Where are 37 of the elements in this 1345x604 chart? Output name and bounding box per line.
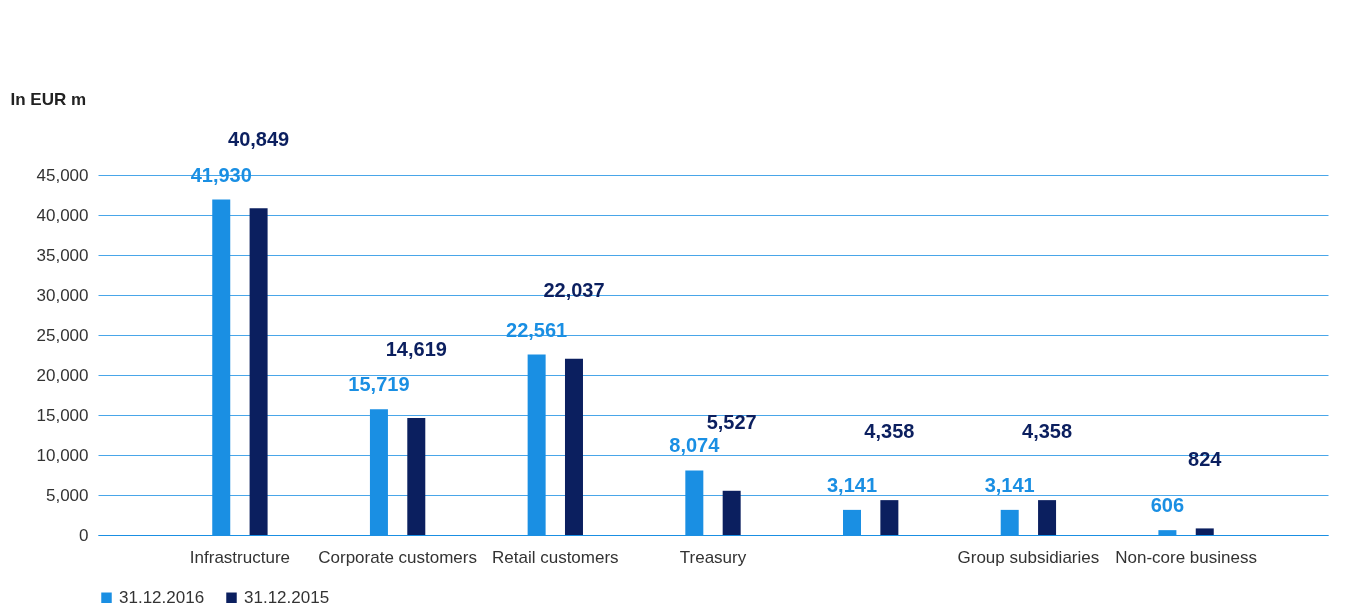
bar bbox=[564, 358, 583, 535]
bar bbox=[249, 208, 268, 535]
y-tick-label: 10,000 bbox=[36, 445, 89, 465]
bar bbox=[1038, 500, 1057, 535]
bar bbox=[880, 500, 899, 535]
y-tick-label: 40,000 bbox=[36, 205, 89, 225]
data-label: 14,619 bbox=[385, 338, 447, 361]
data-label: 606 bbox=[1150, 494, 1185, 517]
data-label: 8,074 bbox=[669, 434, 721, 457]
y-tick-label: 25,000 bbox=[36, 325, 89, 345]
data-label: 40,849 bbox=[228, 128, 290, 151]
y-tick-label: 0 bbox=[79, 525, 89, 545]
data-label: 3,141 bbox=[826, 473, 878, 496]
y-tick-label: 45,000 bbox=[36, 165, 89, 185]
bar bbox=[1195, 528, 1214, 535]
x-tick-label: Non-core business bbox=[1115, 547, 1257, 567]
y-tick-label: 15,000 bbox=[36, 405, 89, 425]
x-tick-label: Corporate customers bbox=[318, 547, 477, 567]
data-label: 3,141 bbox=[984, 473, 1035, 496]
data-label: 22,561 bbox=[506, 318, 568, 341]
legend-label: 31.12.2016 bbox=[119, 587, 205, 604]
x-tick-label: Infrastructure bbox=[189, 547, 290, 567]
legend-label: 31.12.2015 bbox=[244, 587, 330, 604]
y-tick-label: 5,000 bbox=[45, 485, 89, 505]
y-tick-label: 20,000 bbox=[36, 365, 89, 385]
bar bbox=[407, 418, 426, 535]
y-tick-label: 30,000 bbox=[36, 285, 89, 305]
x-tick-label: Treasury bbox=[679, 547, 747, 567]
data-label: 5,527 bbox=[706, 410, 757, 433]
bar bbox=[722, 490, 741, 535]
data-label: 4,358 bbox=[864, 420, 915, 443]
x-tick-label: Retail customers bbox=[492, 547, 619, 567]
x-tick-label: Group subsidiaries bbox=[957, 547, 1100, 567]
data-label: 4,358 bbox=[1022, 420, 1073, 443]
data-label: 15,719 bbox=[348, 373, 410, 396]
y-tick-label: 35,000 bbox=[36, 245, 89, 265]
y-axis-title: In EUR m bbox=[10, 89, 87, 109]
